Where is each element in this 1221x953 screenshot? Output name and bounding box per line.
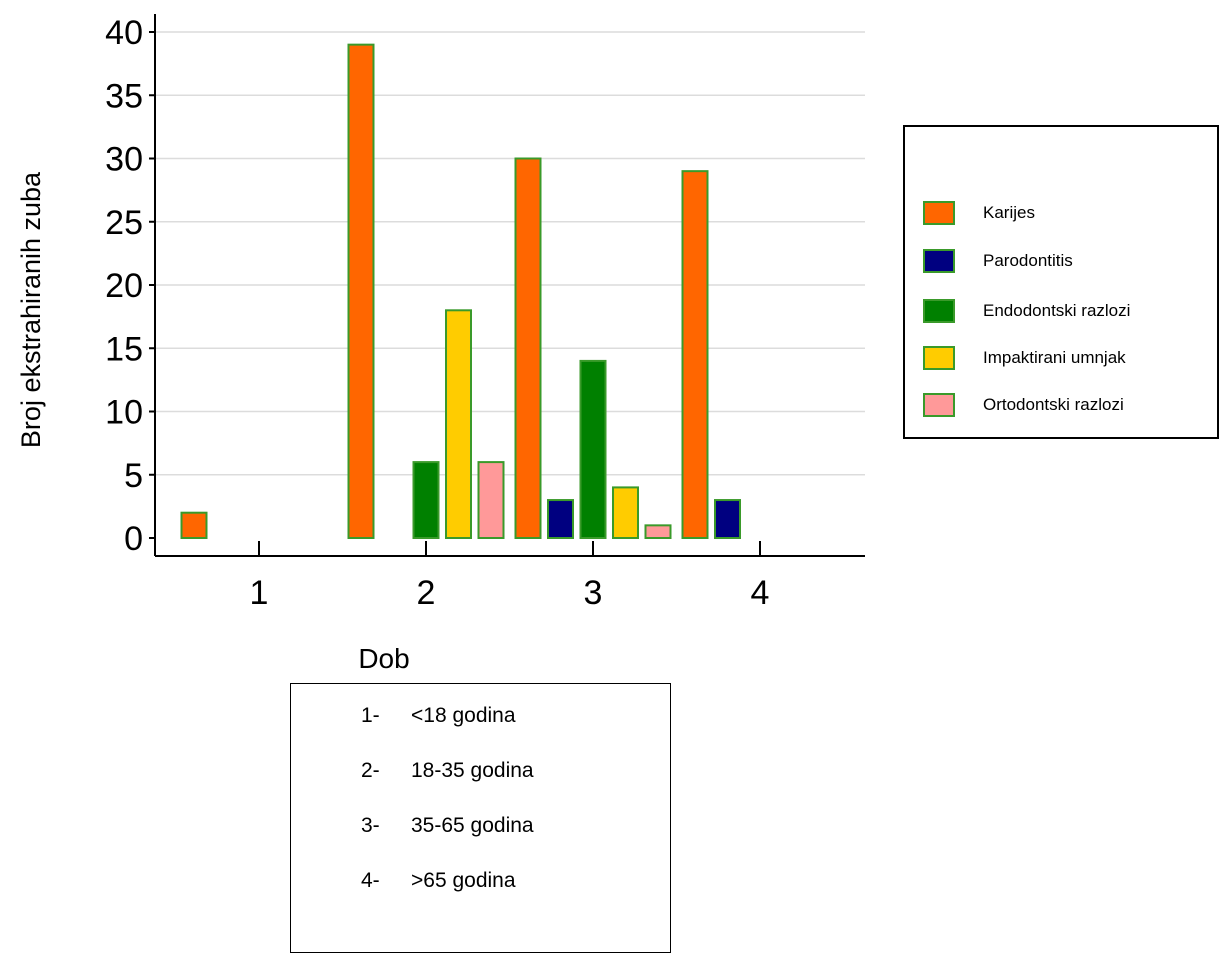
age-group-label: 18-35 godina <box>411 759 534 782</box>
bar <box>347 43 375 540</box>
age-group-4: 4- >65 godina <box>361 869 516 893</box>
age-group-1: 1- <18 godina <box>361 704 516 728</box>
bar <box>714 499 741 539</box>
age-group-number: 4- <box>361 869 380 892</box>
legend-item-parodontitis: Parodontitis <box>923 246 1073 276</box>
legend-item-endodontski: Endodontski razlozi <box>923 296 1130 326</box>
y-tick-label: 0 <box>124 520 143 558</box>
age-group-number: 3- <box>361 814 380 837</box>
y-tick-label: 5 <box>124 457 143 495</box>
legend-swatch <box>923 346 955 370</box>
legend-label: Parodontitis <box>983 251 1073 270</box>
legend-item-impaktirani: Impaktirani umnjak <box>923 343 1126 373</box>
bar <box>579 359 607 539</box>
x-tick-labels: 1 2 3 4 <box>250 574 770 612</box>
y-axis-label: Broj ekstrahiranih zuba <box>16 171 46 448</box>
x-tick-label: 3 <box>584 574 603 612</box>
y-tick-label: 15 <box>105 330 143 368</box>
y-tick-label: 30 <box>105 141 143 179</box>
bars <box>180 43 741 540</box>
legend-label: Endodontski razlozi <box>983 301 1131 320</box>
axes <box>149 14 865 557</box>
y-tick-label: 10 <box>105 394 143 432</box>
legend-swatch <box>923 393 955 417</box>
age-group-number: 2- <box>361 759 380 782</box>
x-tick-label: 2 <box>417 574 436 612</box>
bar <box>681 170 709 539</box>
y-tick-label: 35 <box>105 77 143 115</box>
bar <box>445 309 472 539</box>
bar <box>547 499 574 539</box>
legend: Karijes Parodontitis Endodontski razlozi… <box>903 125 1219 439</box>
age-group-number: 1- <box>361 704 380 727</box>
bar <box>412 461 440 540</box>
legend-swatch <box>923 299 955 323</box>
y-tick-label: 40 <box>105 14 143 52</box>
age-group-2: 2- 18-35 godina <box>361 759 534 783</box>
bar <box>514 157 542 539</box>
bar <box>612 486 639 539</box>
legend-swatch <box>923 201 955 225</box>
x-tick-label: 1 <box>250 574 269 612</box>
bar <box>477 461 505 540</box>
legend-swatch <box>923 249 955 273</box>
y-tick-labels: 0 5 10 15 20 25 30 35 40 <box>105 14 143 558</box>
x-axis-label: Dob <box>358 643 409 674</box>
age-groups-box: 1- <18 godina 2- 18-35 godina 3- 35-65 godi… <box>290 683 671 953</box>
bar <box>180 511 208 540</box>
x-tick-label: 4 <box>751 574 770 612</box>
legend-item-ortodontski: Ortodontski razlozi <box>923 390 1124 420</box>
age-group-label: >65 godina <box>411 869 516 892</box>
legend-label: Karijes <box>983 203 1035 222</box>
y-tick-label: 20 <box>105 267 143 305</box>
y-tick-label: 25 <box>105 204 143 242</box>
legend-label: Ortodontski razlozi <box>983 395 1124 414</box>
bar <box>644 524 672 539</box>
legend-item-karijes: Karijes <box>923 198 1035 228</box>
age-group-3: 3- 35-65 godina <box>361 814 534 838</box>
age-group-label: 35-65 godina <box>411 814 534 837</box>
age-group-label: <18 godina <box>411 704 516 727</box>
gridlines <box>155 31 865 476</box>
legend-label: Impaktirani umnjak <box>983 348 1126 367</box>
